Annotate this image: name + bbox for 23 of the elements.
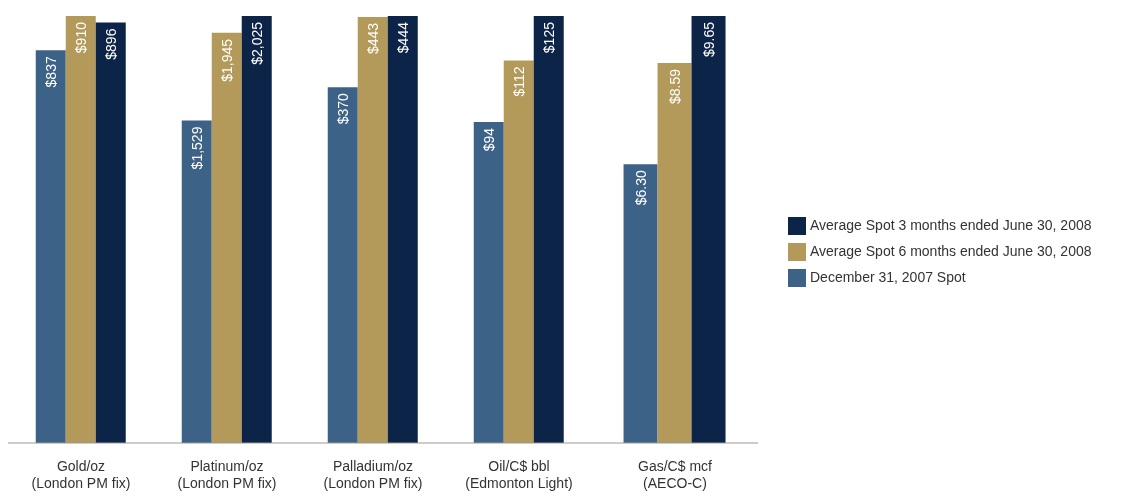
data-label: $1,529 [188,126,205,170]
x-tick-label: Oil/C$ bbl (Edmonton Light) [465,458,573,491]
data-label: $6.30 [632,170,649,206]
data-label: $125 [540,21,557,54]
data-label: $9.65 [700,21,717,58]
data-label: $8.59 [666,68,683,104]
x-tick-label: Gold/oz (London PM fix) [31,458,131,491]
legend-label: Average Spot 3 months ended June 30, 2008 [810,216,1092,233]
x-tick-label: Platinum/oz (London PM fix) [177,458,277,491]
data-label: $1,945 [218,38,235,82]
data-label: $444 [394,21,411,54]
data-label: $94 [480,127,497,152]
legend-label: December 31, 2007 Spot [810,268,966,285]
x-tick-label: Palladium/oz (London PM fix) [323,458,423,491]
data-label: $2,025 [248,21,265,65]
data-label: $896 [102,28,119,60]
data-label: $837 [42,56,59,88]
data-label: $443 [364,22,381,55]
data-label: $370 [334,92,351,125]
legend-label: Average Spot 6 months ended June 30, 2008 [810,242,1092,259]
data-label: $112 [510,66,527,97]
data-label: $910 [72,21,89,54]
x-tick-label: Gas/C$ mcf (AECO-C) [638,458,713,491]
